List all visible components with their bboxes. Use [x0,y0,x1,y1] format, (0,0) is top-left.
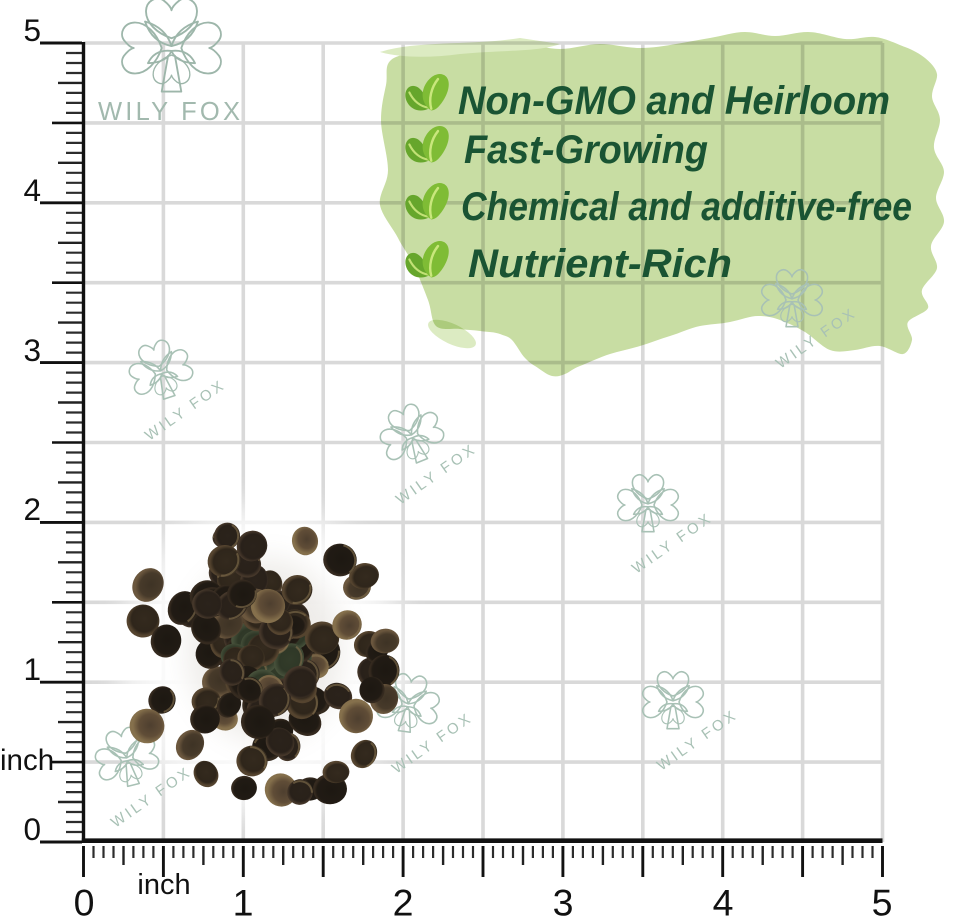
svg-text:4: 4 [23,172,41,208]
svg-text:3: 3 [23,332,41,368]
svg-text:5: 5 [23,12,41,48]
svg-text:Chemical and additive-free: Chemical and additive-free [461,185,912,229]
svg-text:5: 5 [872,882,893,921]
svg-text:WILY FOX: WILY FOX [654,706,741,774]
svg-text:inch: inch [137,869,190,901]
svg-text:1: 1 [233,882,254,921]
svg-text:0: 0 [23,811,41,847]
svg-text:WILY FOX: WILY FOX [108,763,195,831]
svg-text:2: 2 [393,882,414,921]
svg-text:4: 4 [713,882,734,921]
svg-text:0: 0 [74,882,95,921]
svg-text:Non-GMO and Heirloom: Non-GMO and Heirloom [458,79,890,123]
svg-text:WILY FOX: WILY FOX [98,98,246,126]
svg-text:WILY FOX: WILY FOX [393,440,480,508]
svg-text:1: 1 [23,651,41,687]
svg-text:Nutrient-Rich: Nutrient-Rich [468,242,732,286]
svg-text:2: 2 [23,491,41,527]
svg-text:Fast-Growing: Fast-Growing [464,128,708,172]
svg-text:3: 3 [553,882,574,921]
svg-text:inch: inch [0,744,54,777]
